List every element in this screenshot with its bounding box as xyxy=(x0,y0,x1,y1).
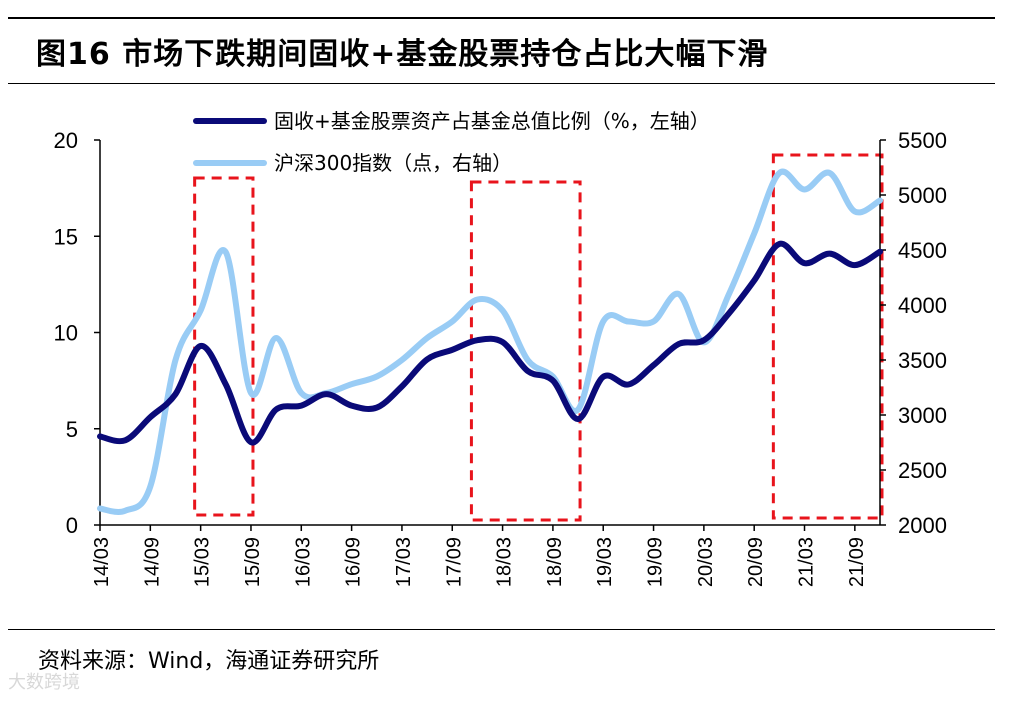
x-tick-label: 18/09 xyxy=(544,537,566,587)
highlight-periods xyxy=(193,153,884,522)
highlight-box xyxy=(193,176,255,517)
title-divider xyxy=(8,83,995,84)
x-tick-label: 19/09 xyxy=(645,537,667,587)
series-lines xyxy=(97,168,883,515)
right-tick-label: 3000 xyxy=(898,403,947,428)
series-line-fixed-income xyxy=(97,240,883,446)
right-tick-label: 2500 xyxy=(898,458,947,483)
watermark-logo: 大数跨境 xyxy=(8,672,80,693)
x-tick-label: 16/09 xyxy=(343,537,365,587)
x-tick-label: 15/09 xyxy=(242,537,264,587)
right-tick-label: 5000 xyxy=(898,183,947,208)
legend-label-csi300: 沪深300指数（点，右轴） xyxy=(274,151,512,175)
left-tick-label: 15 xyxy=(54,224,78,249)
series-line-csi300 xyxy=(97,168,883,515)
x-tick-label: 17/03 xyxy=(393,537,415,587)
legend: 固收+基金股票资产占基金总值比例（%，左轴） 沪深300指数（点，右轴） xyxy=(193,109,710,175)
x-tick-label: 20/09 xyxy=(745,537,767,587)
left-tick-label: 0 xyxy=(66,513,78,538)
x-tick-label: 20/03 xyxy=(695,537,717,587)
x-tick-label: 16/03 xyxy=(292,537,314,587)
right-tick-label: 2000 xyxy=(898,513,947,538)
right-tick-label: 5500 xyxy=(898,128,947,153)
x-tick-label: 14/09 xyxy=(141,537,163,587)
bottom-rule xyxy=(8,629,995,630)
left-tick-label: 5 xyxy=(66,417,78,442)
x-tick-label: 19/03 xyxy=(594,537,616,587)
x-tick-label: 15/03 xyxy=(192,537,214,587)
top-rule xyxy=(8,17,995,19)
x-tick-label: 21/03 xyxy=(796,537,818,587)
left-tick-label: 20 xyxy=(54,128,78,153)
axes: 0 5 10 15 20 2000 2500 3000 3500 4000 4500 5000 5500… xyxy=(54,128,947,587)
highlight-box xyxy=(469,180,582,522)
highlight-box xyxy=(771,153,884,520)
left-tick-label: 10 xyxy=(54,321,78,346)
legend-label-fixed-income: 固收+基金股票资产占基金总值比例（%，左轴） xyxy=(274,109,710,133)
right-tick-label: 4000 xyxy=(898,293,947,318)
chart-title: 图16 市场下跌期间固收+基金股票持仓占比大幅下滑 xyxy=(36,37,769,72)
right-tick-label: 4500 xyxy=(898,238,947,263)
source-note: 资料来源：Wind，海通证券研究所 xyxy=(38,649,380,674)
right-tick-label: 3500 xyxy=(898,348,947,373)
x-tick-label: 17/09 xyxy=(443,537,465,587)
x-tick-label: 21/09 xyxy=(846,537,868,587)
x-tick-label: 18/03 xyxy=(494,537,516,587)
x-tick-label: 14/03 xyxy=(91,537,113,587)
